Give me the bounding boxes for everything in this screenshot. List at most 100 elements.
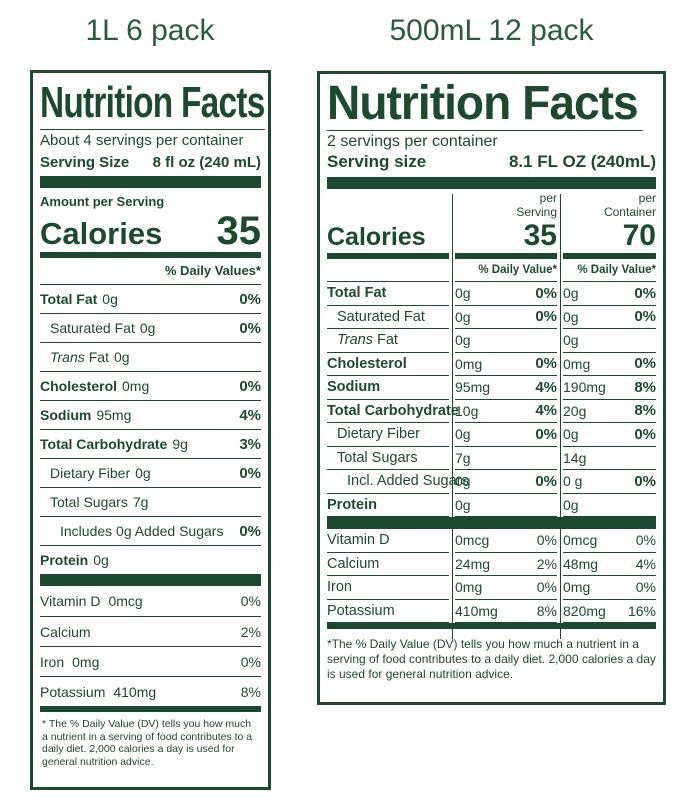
amount: 0g (563, 496, 579, 513)
thick-bar (40, 176, 261, 188)
per-label: per Container (603, 191, 656, 219)
amount: 48mg (563, 555, 599, 572)
per-label: per Serving (516, 191, 557, 219)
daily-value: 0% (634, 355, 656, 373)
nutrition-label: Nutrition Facts About 4 servings per cont… (30, 70, 271, 790)
nutrient-dv: 0% (239, 319, 261, 337)
amount: 190mg (563, 379, 606, 396)
amount-cell: 7g (455, 447, 557, 470)
nutrient-name: Dietary Fiber (337, 426, 420, 443)
medium-bar (40, 252, 261, 258)
vitamin-name-cell: Iron (327, 576, 449, 600)
nutrient-row: Dietary Fiber 0g 0% (40, 458, 261, 487)
amount-cell: 820mg 16% (563, 600, 656, 623)
nutrient-name: Fat (377, 332, 398, 349)
nutrient-name: Sodium (40, 407, 92, 423)
amount-cell: 0mg 0% (455, 353, 557, 376)
nutrient-name-cell: Protein (327, 494, 449, 517)
amount-cell: 0g 0% (455, 282, 557, 306)
label-title: Nutrition Facts (40, 73, 265, 130)
nutrient-dv: 3% (239, 435, 261, 453)
amount: 0 g (563, 473, 583, 490)
heading: 1L 6 pack (85, 14, 215, 47)
amount-cell: 0mg 0% (563, 353, 656, 376)
daily-value: 0% (535, 308, 557, 326)
amount: 0mcg (455, 532, 490, 549)
nutrient-table: Calories per Serving 35 per Container 70% Da… (327, 189, 656, 629)
daily-value: 0% (535, 355, 557, 373)
calories-label: Calories (327, 223, 426, 251)
daily-value: 0% (536, 579, 557, 596)
amount: 10g (455, 402, 479, 419)
nutrient-row: Total Sugars 7g (40, 487, 261, 516)
amount-cell: 0mg 0% (455, 576, 557, 600)
daily-value: 8% (634, 402, 656, 420)
thick-bar (327, 517, 656, 529)
nutrient-name: Cholesterol (40, 378, 118, 394)
serving-size-label: Serving Size (40, 153, 130, 171)
nutrient-name: Saturated Fat (50, 320, 135, 336)
nutrient-amount: 9g (172, 436, 188, 452)
nutrient-name: Total Carbohydrate (40, 436, 168, 452)
amount-cell: 0mcg 0% (563, 529, 656, 553)
nutrient-name: Total Fat (40, 291, 98, 307)
serving-size: Serving size 8.1 FL OZ (240mL) (327, 151, 656, 173)
nutrient-name-cell: Incl. Added Sugars (327, 470, 469, 494)
vitamin-name: Vitamin D (327, 532, 390, 549)
medium-bar (327, 623, 656, 629)
nutrient-name-cell: Total Fat (327, 282, 449, 306)
vitamin-row: Iron 0mg 0% (40, 646, 261, 676)
amount: 0mg (455, 579, 483, 596)
vitamin-name: Iron (40, 653, 65, 670)
amount: 0g (455, 426, 471, 443)
vitamin-dv: 0% (240, 653, 261, 670)
amount-cell: 10g 4% (455, 400, 557, 423)
calories-cell: Calories (327, 189, 449, 259)
amount-cell: 0g (455, 494, 557, 517)
nutrient-name-cell: Dietary Fiber (327, 423, 449, 447)
daily-value: 16% (627, 602, 656, 619)
calories-value: 35 (216, 209, 262, 253)
nutrient-dv: 0% (239, 522, 261, 540)
vitamin-dv: 8% (240, 683, 261, 700)
nutrient-name-cell: Total Sugars (327, 447, 449, 470)
nutrient-name: Saturated Fat (337, 308, 425, 325)
daily-value: 4% (635, 555, 656, 572)
column-divider (560, 194, 561, 639)
amount-cell: 410mg 8% (455, 600, 557, 623)
daily-value: 8% (536, 602, 557, 619)
daily-value: 0% (535, 425, 557, 443)
label-title: Nutrition Facts (327, 74, 643, 131)
amount-cell: 0g 0% (455, 306, 557, 329)
amount: 0g (455, 332, 471, 349)
amount: 0g (563, 426, 579, 443)
amount-cell: 48mg 4% (563, 553, 656, 576)
daily-value: 8% (634, 378, 656, 396)
daily-value: 0% (634, 425, 656, 443)
nutrient-row: Trans Fat 0g (40, 342, 261, 371)
nutrient-name-italic: Trans (337, 332, 373, 349)
amount: 0mcg (563, 532, 598, 549)
nutrient-amount: 0g (93, 552, 109, 568)
nutrient-name: Incl. Added Sugars (347, 473, 469, 490)
vitamin-amount: 410mg (113, 683, 157, 700)
nutrient-amount: 0mg (122, 378, 150, 394)
nutrient-amount: 0g (135, 465, 151, 481)
nutrient-name-italic: Trans (50, 349, 85, 365)
nutrient-row: Protein 0g (40, 545, 261, 574)
footnote: * The % Daily Value (DV) tells you how m… (42, 718, 253, 768)
serving-size-value: 8 fl oz (240 mL) (152, 153, 261, 171)
daily-value: 0% (536, 532, 557, 549)
nutrient-amount: 0g (139, 320, 156, 336)
nutrient-row: Total Fat 0g 0% (40, 284, 261, 313)
amount-cell: 0g 0% (455, 470, 557, 494)
amount-cell: 0g 0% (563, 282, 656, 306)
heading: 500mL 12 pack (389, 14, 594, 47)
nutrient-name-cell: Sodium (327, 376, 449, 400)
daily-value: 0% (634, 284, 656, 302)
amount: 0g (455, 308, 471, 325)
calories-cell: per Container 70 (563, 189, 656, 259)
dv-header-cell: % Daily Value* (455, 259, 557, 282)
nutrient-name-cell: Total Carbohydrate (327, 400, 459, 423)
nutrient-row: Sodium 95mg 4% (40, 400, 261, 429)
